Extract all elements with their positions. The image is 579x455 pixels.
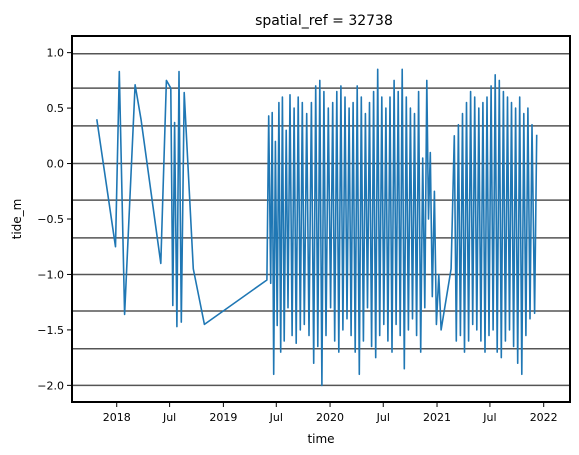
x-axis: 2018 Jul 2019 Jul 2020 Jul 2021 Jul 2022 xyxy=(103,402,558,424)
x-tick-label: Jul xyxy=(482,411,496,424)
y-tick-label: 0.0 xyxy=(47,158,65,171)
series-line xyxy=(96,68,538,387)
x-tick-label: Jul xyxy=(269,411,283,424)
y-tick-label: −1.5 xyxy=(37,324,64,337)
x-tick-label: 2022 xyxy=(530,411,558,424)
chart-title: spatial_ref = 32738 xyxy=(255,13,393,29)
x-tick-label: 2019 xyxy=(209,411,237,424)
y-axis-label: tide_m xyxy=(10,199,24,240)
y-tick-label: −1.0 xyxy=(37,268,64,281)
series-layer xyxy=(96,68,538,387)
y-tick-label: 0.5 xyxy=(47,102,65,115)
y-axis: 1.0 0.5 0.0 −0.5 −1.0 −1.5 −2.0 xyxy=(37,47,72,392)
x-tick-label: 2021 xyxy=(423,411,451,424)
x-tick-label: Jul xyxy=(376,411,390,424)
x-tick-label: 2018 xyxy=(103,411,131,424)
x-tick-label: 2020 xyxy=(316,411,344,424)
x-tick-label: Jul xyxy=(162,411,176,424)
y-tick-label: −0.5 xyxy=(37,213,64,226)
y-tick-label: 1.0 xyxy=(47,47,65,60)
x-axis-label: time xyxy=(307,432,334,446)
y-tick-label: −2.0 xyxy=(37,379,64,392)
